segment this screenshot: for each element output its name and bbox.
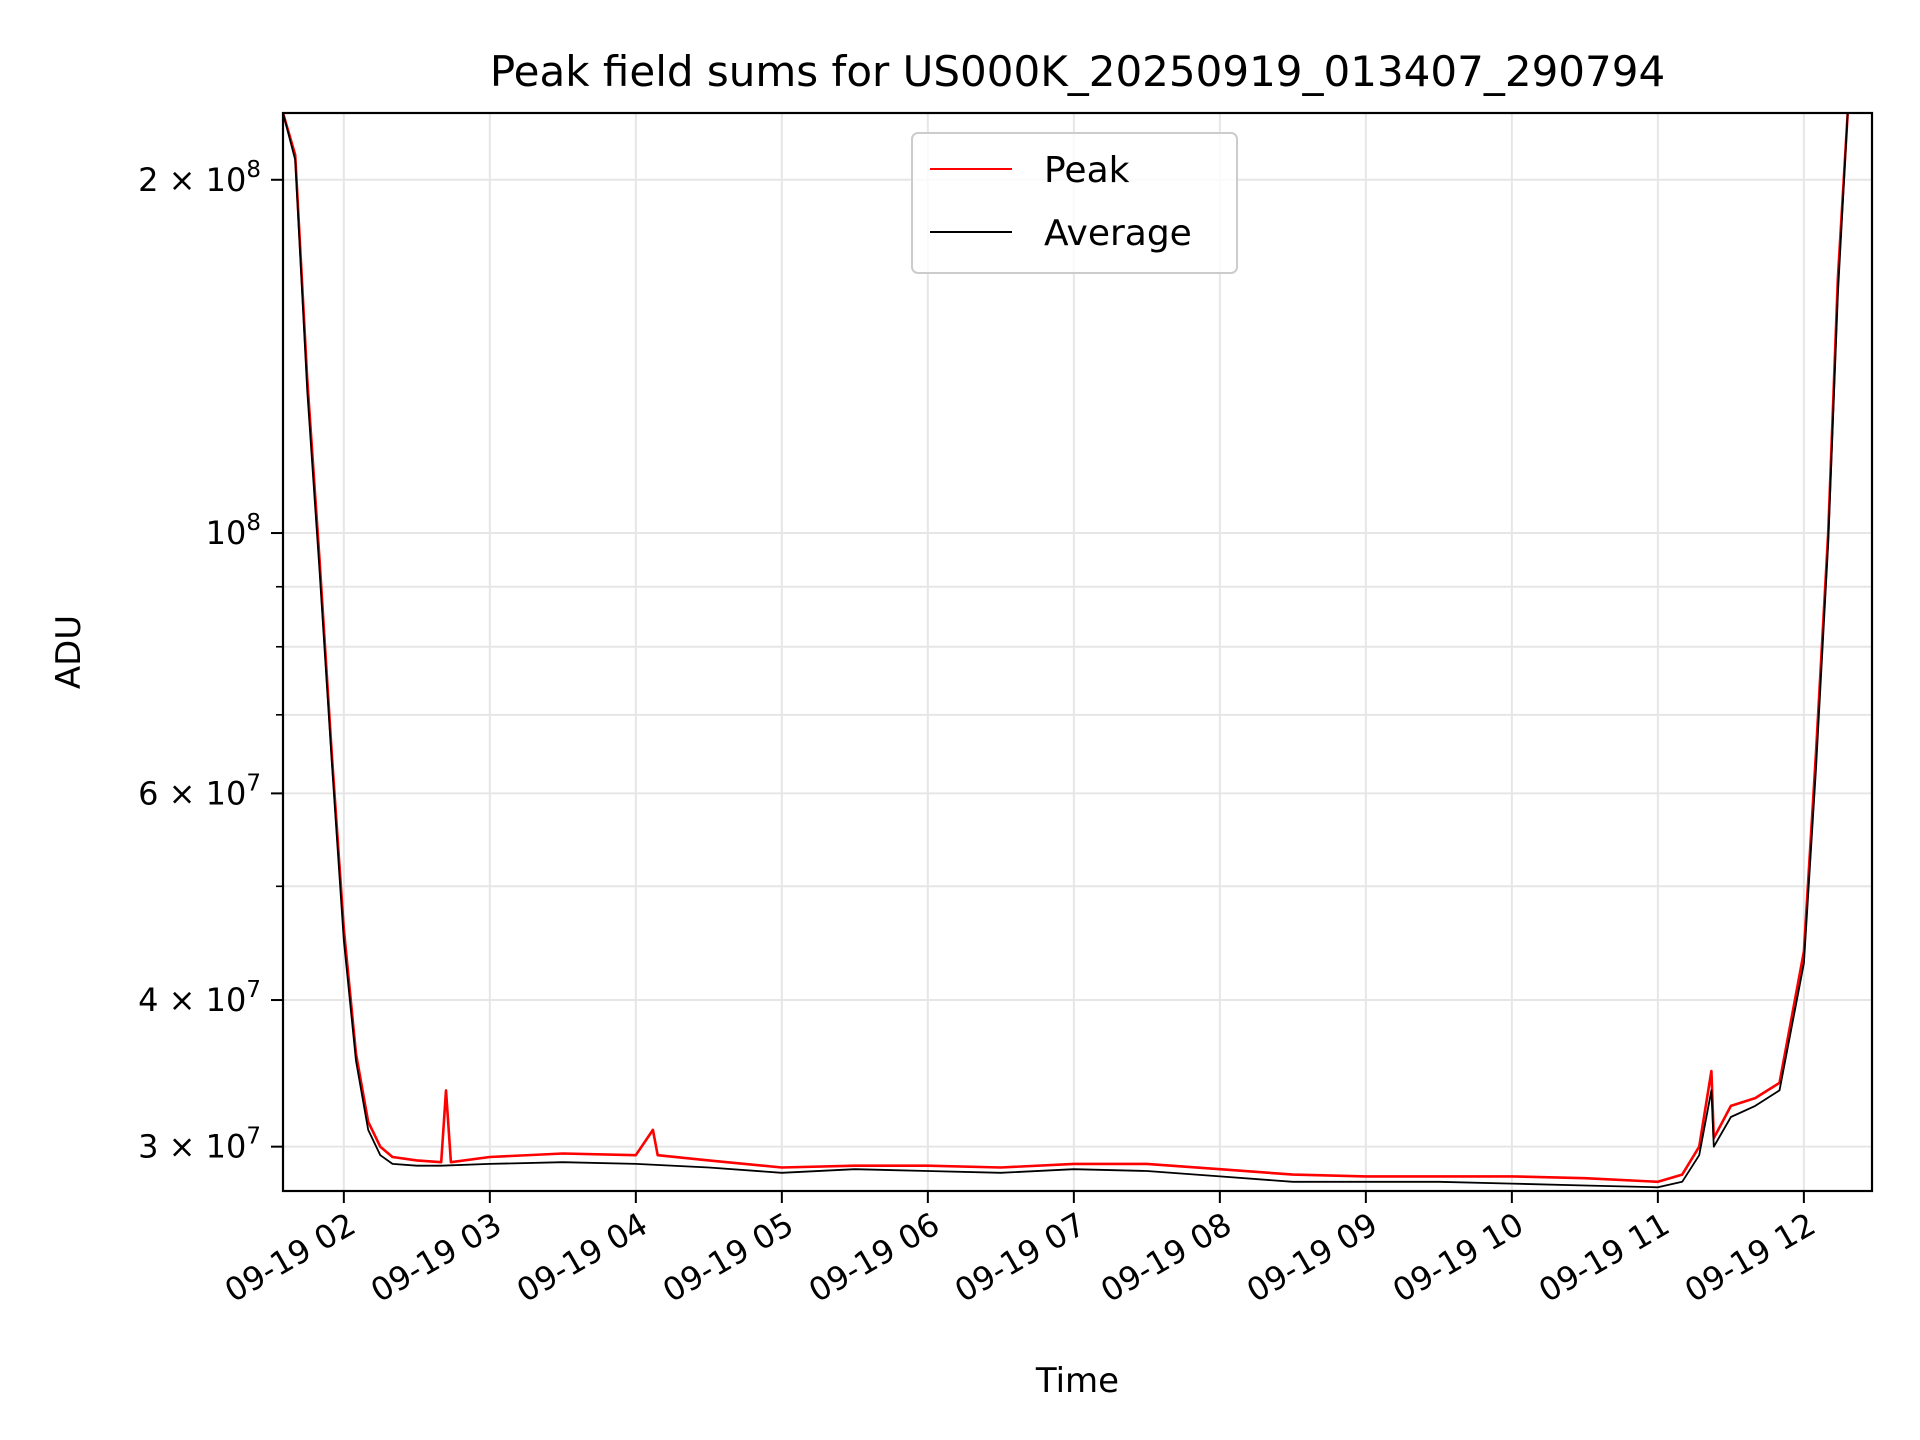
x-axis-label: Time <box>1035 1361 1119 1401</box>
y-tick-label: 2 × 108 <box>138 157 261 199</box>
series-line-average <box>283 113 1849 1189</box>
series-line-peak <box>283 113 1849 1184</box>
y-tick-label: 4 × 107 <box>138 977 261 1019</box>
plot-frame <box>281 111 1874 1193</box>
series-layer <box>283 113 1849 1189</box>
legend: Peak Average <box>911 132 1238 274</box>
legend-label-peak: Peak <box>1044 150 1130 191</box>
chart-title: Peak field sums for US000K_20250919_0134… <box>490 47 1665 96</box>
grid <box>283 113 1872 1191</box>
y-axis-label: ADU <box>49 615 89 689</box>
legend-label-average: Average <box>1044 213 1192 254</box>
y-tick-label: 6 × 107 <box>138 770 261 812</box>
y-tick-label: 3 × 107 <box>138 1124 261 1166</box>
